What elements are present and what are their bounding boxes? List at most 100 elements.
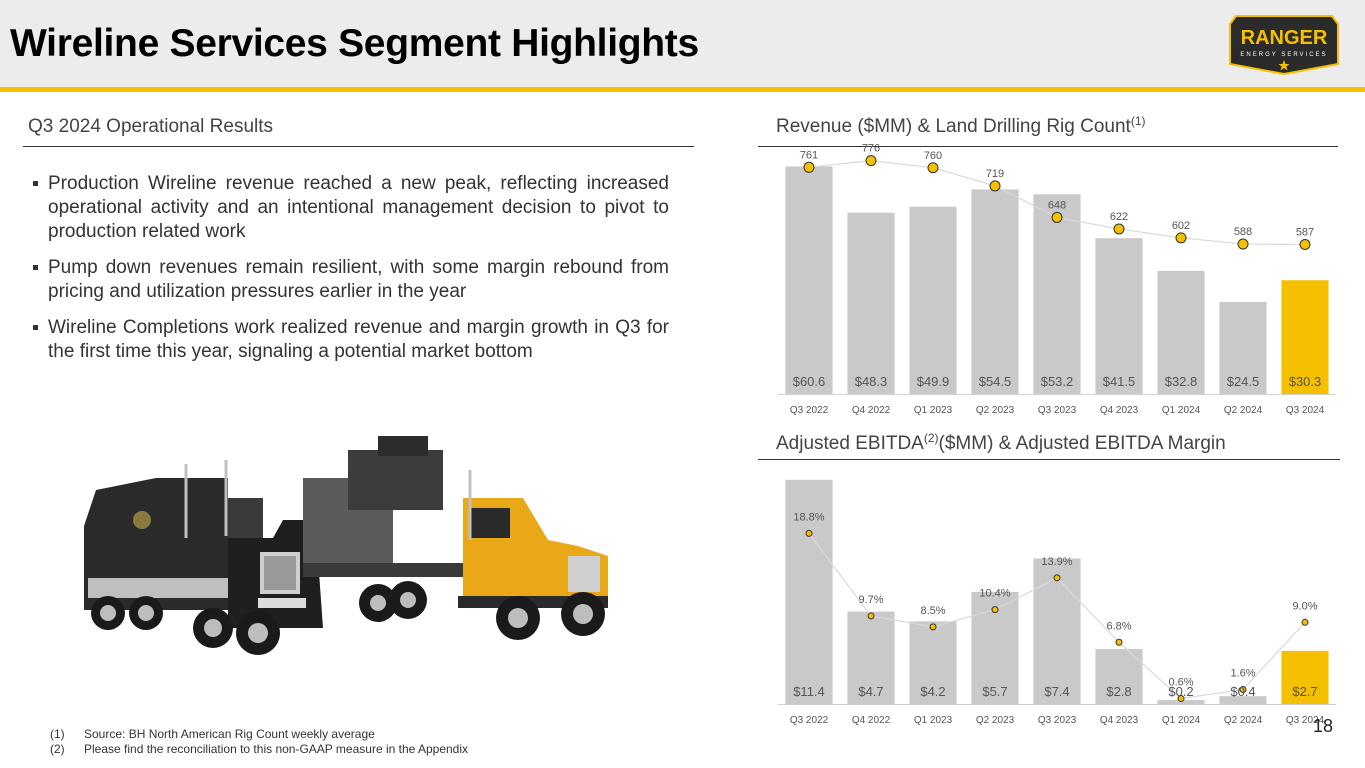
bar [1033, 194, 1081, 394]
header-accent-stripe [0, 87, 1365, 92]
line-marker [929, 623, 937, 631]
x-tick-label: Q3 2024 [1286, 715, 1325, 726]
x-tick-label: Q3 2022 [790, 405, 829, 416]
line-marker [1239, 685, 1247, 693]
ebitda-margin-chart: 18.8% 9.7% 8.5% 10.4% 13.9% 6.8% 0.6% 1.6% 9.0% $… [778, 479, 1336, 726]
bar-data-label: $2.7 [1292, 684, 1317, 699]
x-tick-label: Q2 2024 [1224, 405, 1263, 416]
x-tick-label: Q1 2023 [914, 715, 953, 726]
star-icon [1278, 60, 1290, 71]
line-marker [1301, 618, 1309, 626]
footnote-number: (2) [50, 742, 65, 756]
x-tick-label: Q2 2023 [976, 405, 1015, 416]
line-marker [1237, 238, 1249, 250]
bar [909, 206, 957, 394]
bar [1281, 650, 1329, 704]
line-data-label: 588 [1234, 226, 1252, 238]
line-marker [1175, 232, 1187, 244]
footnotes: (1) Source: BH North American Rig Count … [50, 727, 468, 757]
revenue-chart-heading-text: Revenue ($MM) & Land Drilling Rig Count [776, 116, 1131, 137]
x-tick-label: Q1 2024 [1162, 405, 1201, 416]
x-tick-label: Q2 2024 [1224, 715, 1263, 726]
line-data-label: 9.7% [858, 594, 883, 606]
operational-results-heading: Q3 2024 Operational Results [28, 116, 274, 137]
bar [909, 621, 957, 704]
bar-data-label: $53.2 [1041, 374, 1074, 389]
line-data-label: 587 [1296, 226, 1314, 238]
line-marker [1115, 638, 1123, 646]
bar-data-label: $48.3 [855, 374, 888, 389]
x-tick-label: Q2 2023 [976, 715, 1015, 726]
ranger-logo: RANGER ENERGY SERVICES [1229, 15, 1339, 76]
line-marker [865, 155, 877, 167]
footnote: (1) Source: BH North American Rig Count … [50, 727, 468, 742]
x-tick-label: Q3 2023 [1038, 715, 1077, 726]
line-marker [805, 529, 813, 537]
ebitda-heading-post: ($MM) & Adjusted EBITDA Margin [938, 433, 1226, 454]
ebitda-heading-pre: Adjusted EBITDA [776, 433, 924, 454]
line-data-label: 1.6% [1230, 667, 1255, 679]
bar-data-label: $30.3 [1289, 374, 1322, 389]
bar [1281, 280, 1329, 394]
line-data-label: 760 [924, 150, 942, 162]
bar-data-label: $54.5 [979, 374, 1012, 389]
line-marker [1177, 695, 1185, 703]
x-tick-label: Q3 2023 [1038, 405, 1077, 416]
x-tick-label: Q3 2024 [1286, 405, 1325, 416]
bar-data-label: $41.5 [1103, 374, 1136, 389]
bar-data-label: $4.2 [920, 684, 945, 699]
bar-data-label: $0.4 [1230, 684, 1255, 699]
line-data-label: 0.6% [1168, 677, 1193, 689]
line-data-label: 761 [800, 149, 818, 161]
bar-data-label: $2.8 [1106, 684, 1131, 699]
bar [785, 479, 833, 704]
x-tick-label: Q1 2023 [914, 405, 953, 416]
bullet-item: Pump down revenues remain resilient, wit… [33, 256, 669, 304]
line-data-label: 9.0% [1292, 600, 1317, 612]
bar-data-label: $4.7 [858, 684, 883, 699]
bar [847, 611, 895, 704]
bar [785, 166, 833, 394]
footnote-number: (1) [50, 727, 65, 741]
bar-data-label: $5.7 [982, 684, 1007, 699]
line-data-label: 648 [1048, 199, 1066, 211]
line-data-label: 18.8% [793, 511, 824, 523]
line-data-label: 13.9% [1041, 556, 1072, 568]
bar [1095, 238, 1143, 394]
bar [847, 212, 895, 394]
x-tick-label: Q4 2023 [1100, 405, 1139, 416]
line-data-label: 622 [1110, 211, 1128, 223]
footnote-text: Please find the reconciliation to this n… [84, 742, 469, 756]
ebitda-chart-heading: Adjusted EBITDA(2)($MM) & Adjusted EBITD… [776, 431, 1226, 455]
revenue-chart-heading: Revenue ($MM) & Land Drilling Rig Count(… [776, 114, 1146, 138]
footnote: (2) Please find the reconciliation to th… [50, 742, 468, 757]
bar-data-label: $49.9 [917, 374, 950, 389]
line-data-label: 719 [986, 168, 1004, 180]
bullet-list: Production Wireline revenue reached a ne… [33, 172, 669, 376]
line-marker [991, 606, 999, 614]
line-marker [1113, 223, 1125, 235]
bar [971, 189, 1019, 394]
line-marker [927, 162, 939, 174]
line-marker [989, 180, 1001, 192]
bar [1157, 270, 1205, 394]
bar-data-label: $32.8 [1165, 374, 1198, 389]
x-tick-label: Q4 2023 [1100, 715, 1139, 726]
wireline-trucks-illustration [84, 436, 608, 655]
line-data-label: 602 [1172, 220, 1190, 232]
x-tick-label: Q4 2022 [852, 715, 891, 726]
bar-data-label: $0.2 [1168, 684, 1193, 699]
bar [1095, 648, 1143, 704]
revenue-rig-count-chart: 761 776 760 719 648 622 602 588 587 $60.6 $48.3 $49… [778, 143, 1336, 416]
x-tick-label: Q4 2022 [852, 405, 891, 416]
bullet-item: Wireline Completions work realized reven… [33, 316, 669, 364]
line-data-label: 6.8% [1106, 620, 1131, 632]
logo-brand: RANGER [1241, 27, 1328, 49]
footnote-text: Source: BH North American Rig Count week… [84, 727, 375, 741]
ebitda-heading-rule [758, 459, 1340, 460]
logo-tagline: ENERGY SERVICES [1240, 52, 1327, 58]
bar [1219, 302, 1267, 394]
bar [1033, 558, 1081, 704]
line-marker [1299, 238, 1311, 250]
bar-data-label: $24.5 [1227, 374, 1260, 389]
